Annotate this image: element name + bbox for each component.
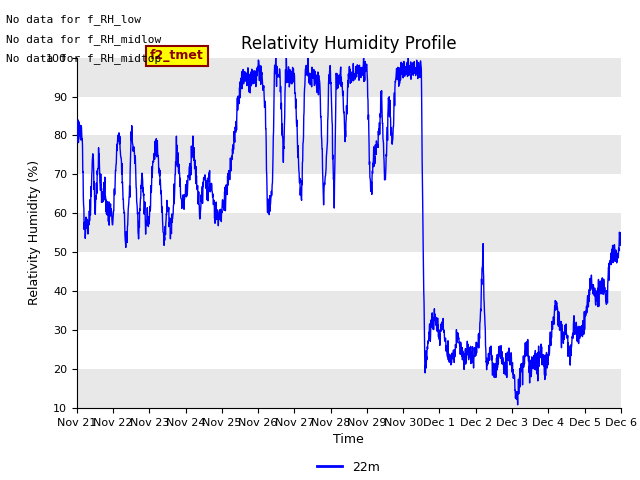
Text: No data for f_RH_midlow: No data for f_RH_midlow: [6, 34, 162, 45]
Legend: 22m: 22m: [312, 456, 385, 479]
Title: Relativity Humidity Profile: Relativity Humidity Profile: [241, 35, 456, 53]
Bar: [77, 330, 621, 369]
Bar: [77, 58, 621, 96]
Bar: [77, 369, 621, 408]
Bar: [77, 96, 621, 135]
X-axis label: Time: Time: [333, 433, 364, 446]
Text: No data for f_RH_midtop: No data for f_RH_midtop: [6, 53, 162, 64]
Text: No data for f_RH_low: No data for f_RH_low: [6, 14, 141, 25]
Bar: [77, 291, 621, 330]
Text: f2_tmet: f2_tmet: [150, 49, 204, 62]
Bar: [77, 252, 621, 291]
Bar: [77, 174, 621, 213]
Y-axis label: Relativity Humidity (%): Relativity Humidity (%): [28, 160, 40, 305]
Bar: [77, 135, 621, 174]
Bar: [77, 213, 621, 252]
